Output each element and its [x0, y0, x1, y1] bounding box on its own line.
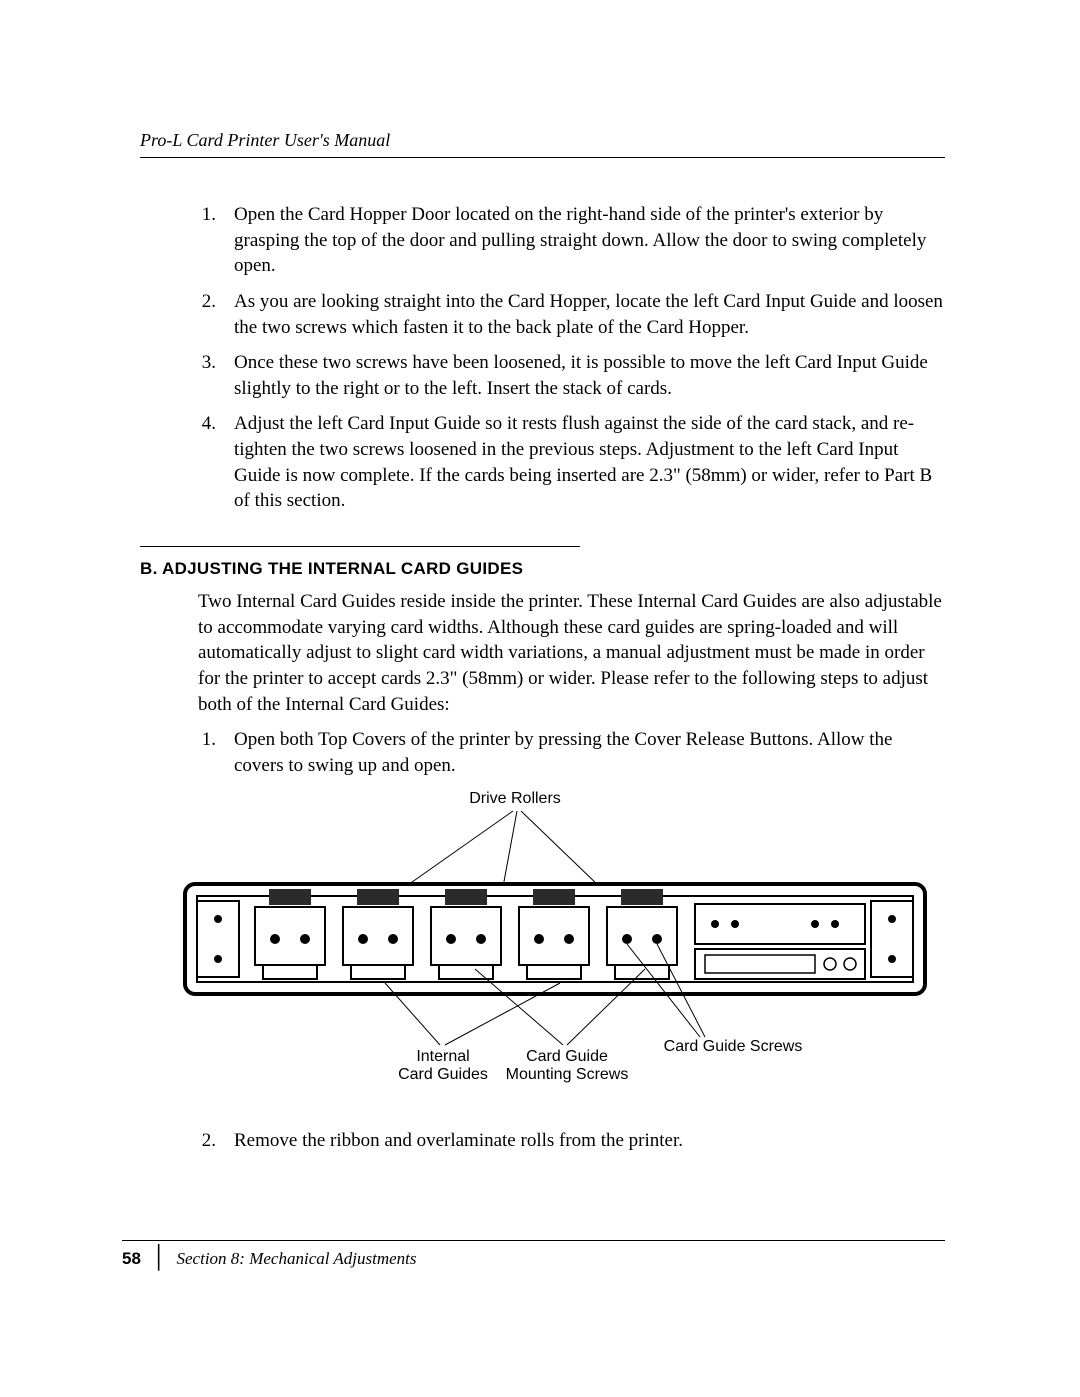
list-item: 3. Once these two screws have been loose…	[198, 350, 945, 401]
label-internal-guides-1: Internal	[416, 1048, 469, 1065]
section-divider	[140, 546, 580, 547]
list-item: 1. Open both Top Covers of the printer b…	[198, 727, 945, 778]
label-internal-guides-2: Card Guides	[398, 1066, 488, 1083]
list-item: 2. As you are looking straight into the …	[198, 289, 945, 340]
section-intro: Two Internal Card Guides reside inside t…	[140, 589, 945, 717]
list-text: Adjust the left Card Input Guide so it r…	[234, 411, 945, 514]
list-text: Remove the ribbon and overlaminate rolls…	[234, 1128, 683, 1154]
label-mounting-screws-2: Mounting Screws	[506, 1066, 629, 1083]
list-number: 1.	[198, 202, 216, 279]
printer-body-icon	[185, 884, 925, 994]
label-card-guide-screws: Card Guide Screws	[664, 1038, 803, 1055]
list-b: 1. Open both Top Covers of the printer b…	[140, 727, 945, 778]
list-number: 3.	[198, 350, 216, 401]
list-item: 1. Open the Card Hopper Door located on …	[198, 202, 945, 279]
printer-diagram: Drive Rollers	[140, 789, 945, 1114]
footer-divider-icon: │	[151, 1249, 167, 1264]
label-mounting-screws-1: Card Guide	[526, 1048, 608, 1065]
page-number: 58	[122, 1249, 141, 1269]
list-item: 2. Remove the ribbon and overlaminate ro…	[198, 1128, 945, 1154]
list-text: Open both Top Covers of the printer by p…	[234, 727, 945, 778]
list-number: 4.	[198, 411, 216, 514]
section-heading: B. ADJUSTING THE INTERNAL CARD GUIDES	[140, 559, 945, 579]
page-footer: 58 │ Section 8: Mechanical Adjustments	[122, 1240, 945, 1269]
list-b-cont: 2. Remove the ribbon and overlaminate ro…	[140, 1128, 945, 1154]
list-number: 2.	[198, 289, 216, 340]
footer-section: Section 8: Mechanical Adjustments	[177, 1249, 417, 1269]
label-drive-rollers: Drive Rollers	[469, 790, 561, 807]
list-a: 1. Open the Card Hopper Door located on …	[140, 202, 945, 514]
list-number: 2.	[198, 1128, 216, 1154]
list-text: Open the Card Hopper Door located on the…	[234, 202, 945, 279]
list-number: 1.	[198, 727, 216, 778]
running-header: Pro-L Card Printer User's Manual	[140, 130, 945, 158]
list-text: Once these two screws have been loosened…	[234, 350, 945, 401]
list-text: As you are looking straight into the Car…	[234, 289, 945, 340]
list-item: 4. Adjust the left Card Input Guide so i…	[198, 411, 945, 514]
